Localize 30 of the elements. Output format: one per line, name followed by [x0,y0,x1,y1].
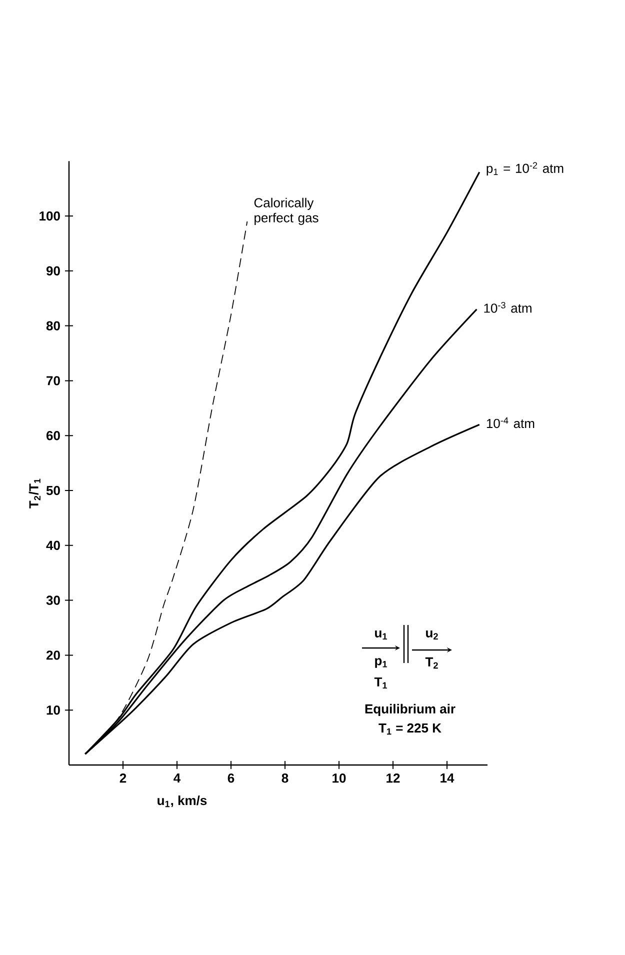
x-tick-label: 4 [174,774,181,782]
annotation: T$_{1}$ [374,677,387,689]
y-tick-label: 100 [40,211,60,221]
y-tick-label: 40 [46,540,60,550]
annotation: T$_{2}$ [425,657,438,669]
y-tick-label: 50 [46,486,60,496]
y-tick-label: 80 [46,321,60,330]
x-tick-label: 2 [120,774,126,783]
y-tick-label: 60 [46,430,60,440]
y-tick-label: 30 [46,596,60,605]
x-tick-label: 8 [282,774,288,783]
y-tick-label: 70 [46,376,60,386]
series-label: 10$^{-4}$ atm [486,417,534,428]
annotation: T$_{1}$ = 225 K [378,723,442,735]
y-tick-label: 20 [46,650,60,660]
x-tick-label: 10 [332,774,346,783]
annotation: u$_{2}$ [426,630,438,640]
x-tick-label: 12 [386,774,400,783]
series-label: 10$^{-3}$ atm [484,302,532,313]
series-label: Calorically perfect gas [254,198,318,225]
x-tick-label: 6 [228,774,234,783]
y-tick-label: 90 [46,266,60,276]
annotation: Equilibrium air [365,704,456,716]
series-label: p$_{1}$ = 10$^{-2}$ atm [486,162,564,176]
x-tick-label: 14 [440,774,454,782]
annotation: p$_{1}$ [375,658,387,668]
y-axis-title: T$_{2}$/T$_{1}$ [28,478,40,508]
y-tick-label: 10 [46,705,60,715]
x-axis-title: u$_{1}$, km/s [158,796,207,808]
annotation: u$_{1}$ [375,630,387,640]
